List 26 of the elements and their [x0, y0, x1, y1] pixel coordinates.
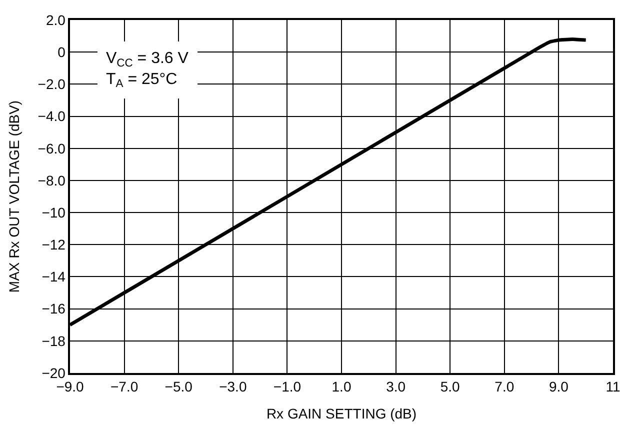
y-tick-label: −20	[42, 364, 66, 381]
y-tick-label: 0	[58, 44, 66, 60]
x-tick-label: 9.0	[548, 378, 569, 395]
y-tick-label: −16	[42, 300, 66, 317]
x-tick-label: 7.0	[494, 378, 514, 395]
y-tick-label: −18	[42, 332, 66, 349]
y-tick-label: −2.0	[38, 76, 66, 92]
y-tick-label: −4.0	[38, 108, 66, 124]
y-tick-label: −6.0	[38, 140, 66, 156]
y-tick-label: −8.0	[38, 172, 66, 188]
y-tick-label: −10	[42, 204, 66, 220]
y-tick-label: −14	[42, 268, 66, 285]
x-tick-label: −1.0	[273, 378, 302, 395]
x-axis-title: Rx GAIN SETTING (dB)	[266, 405, 417, 422]
x-tick-label: 3.0	[386, 378, 406, 395]
x-tick-label: −7.0	[110, 378, 138, 395]
y-axis-title: MAX Rx OUT VOLTAGE (dBV)	[6, 100, 22, 293]
x-tick-label: −3.0	[219, 378, 247, 395]
text: V$_{CC}$ = 3.6 V T$_{A}$ = 25°C	[106, 50, 188, 90]
y-tick-label: −12	[42, 236, 66, 253]
x-tick-label: −9.0	[56, 378, 84, 395]
x-tick-label: 11	[606, 378, 620, 395]
x-tick-label: 5.0	[440, 378, 460, 395]
y-tick-label: 2.0	[46, 12, 66, 28]
x-tick-label: −5.0	[164, 378, 193, 395]
x-tick-label: 1.0	[332, 378, 352, 395]
